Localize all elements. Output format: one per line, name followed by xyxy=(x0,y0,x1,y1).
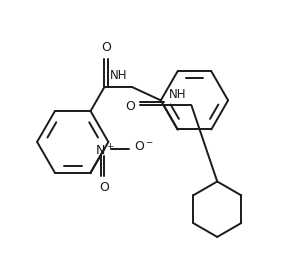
Text: NH: NH xyxy=(169,88,186,100)
Text: NH: NH xyxy=(110,69,127,82)
Text: O: O xyxy=(100,181,109,194)
Text: O: O xyxy=(125,100,135,113)
Text: O$^-$: O$^-$ xyxy=(134,140,154,153)
Text: N$^+$: N$^+$ xyxy=(95,143,114,158)
Text: O: O xyxy=(102,42,111,54)
